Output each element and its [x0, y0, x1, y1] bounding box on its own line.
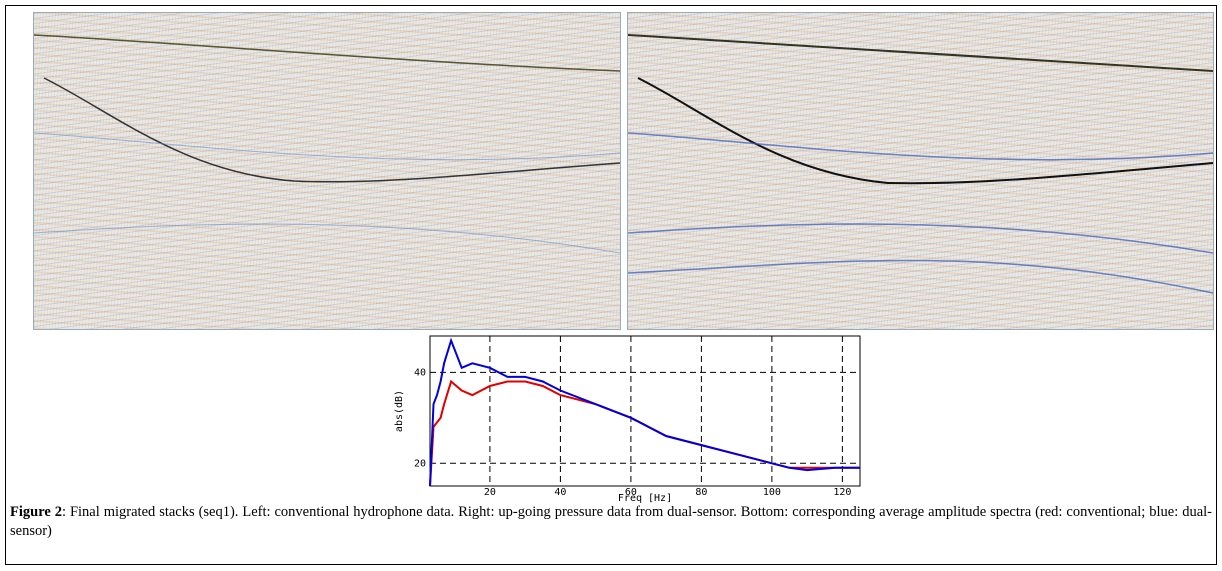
- x-tick-label: 100: [763, 487, 781, 498]
- seismic-image-left: [33, 12, 621, 330]
- series-line: [429, 337, 860, 487]
- caption: Figure 2: Final migrated stacks (seq1). …: [10, 503, 1212, 541]
- x-axis-label: Freq [Hz]: [618, 493, 672, 504]
- reflectors: [627, 34, 1214, 294]
- y-tick-label: 40: [414, 367, 426, 378]
- figure-frame: [5, 5, 1217, 565]
- x-tick-label: 80: [695, 487, 707, 498]
- x-tick-label: 120: [833, 487, 851, 498]
- caption-text: : Final migrated stacks (seq1). Left: co…: [10, 504, 1212, 539]
- x-tick-label: 20: [484, 487, 496, 498]
- caption-label: Figure 2: [10, 504, 62, 520]
- y-tick-label: 20: [414, 458, 426, 469]
- seismic-image-right: [627, 12, 1214, 330]
- x-tick-label: 40: [554, 487, 566, 498]
- plot-area: [429, 335, 861, 487]
- x-tick-label: 60: [625, 487, 637, 498]
- y-axis-label: abs(dB): [394, 390, 405, 432]
- reflectors: [33, 34, 621, 254]
